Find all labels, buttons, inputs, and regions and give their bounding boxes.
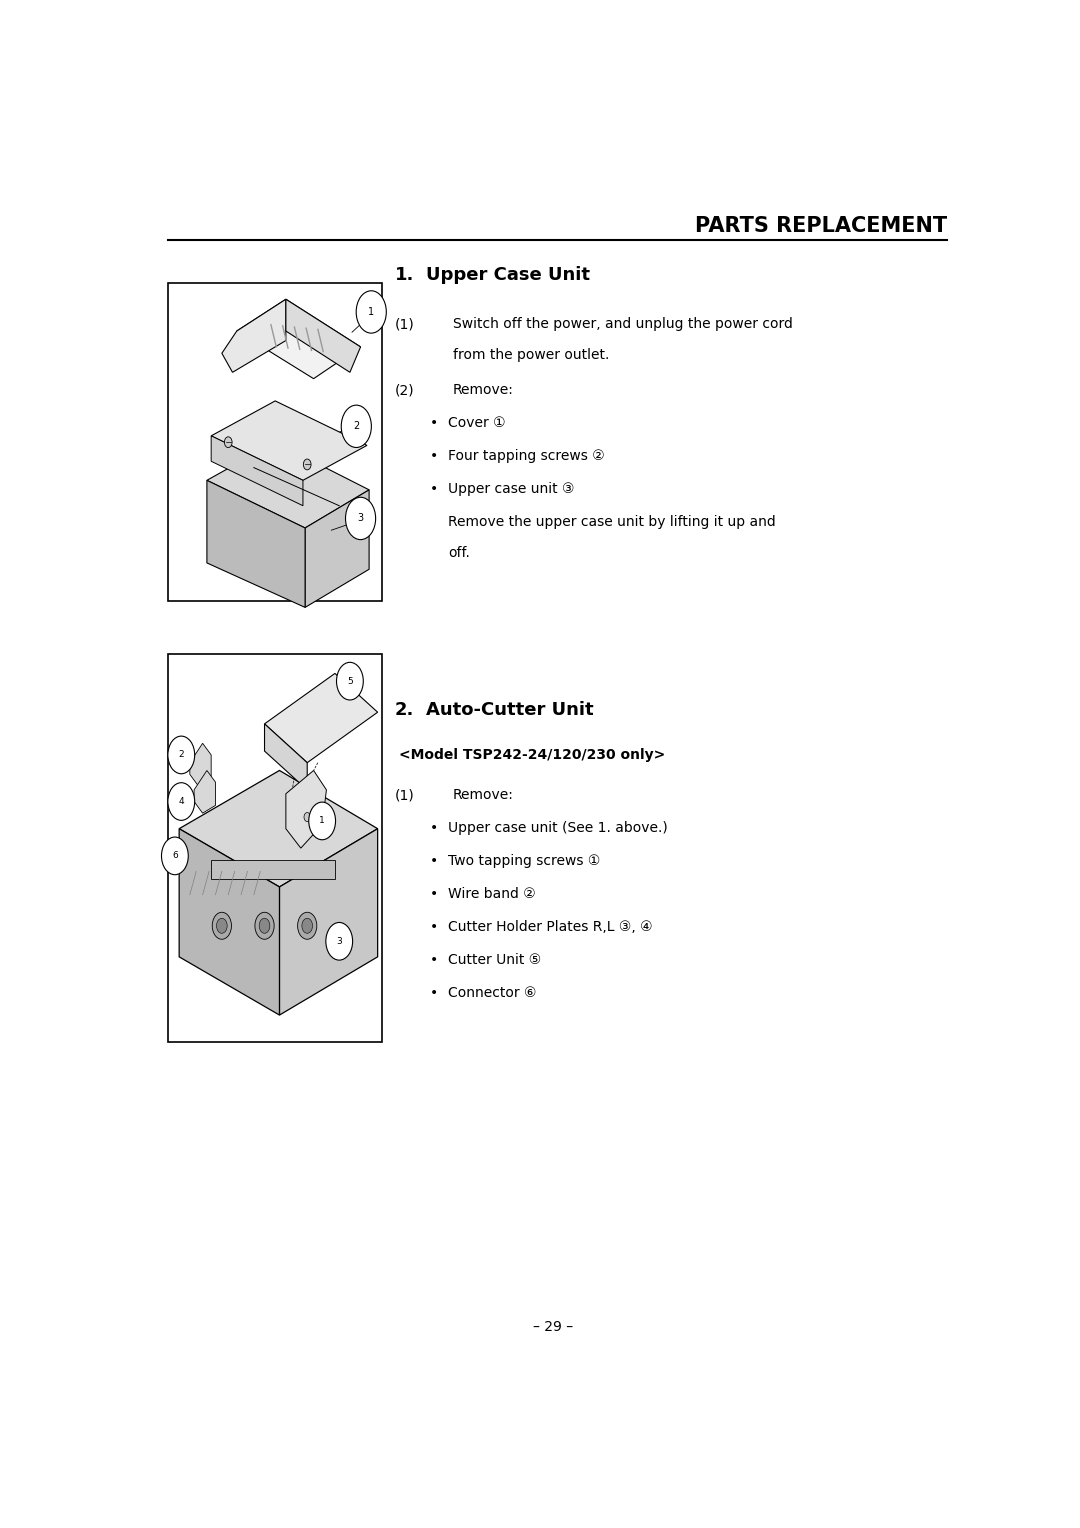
Polygon shape — [207, 480, 305, 608]
Text: Upper case unit ③: Upper case unit ③ — [448, 483, 575, 497]
Circle shape — [255, 912, 274, 940]
Polygon shape — [305, 490, 369, 608]
Text: 1: 1 — [368, 307, 375, 316]
Text: 6: 6 — [172, 851, 178, 860]
Text: Remove the upper case unit by lifting it up and: Remove the upper case unit by lifting it… — [448, 515, 775, 529]
Text: – 29 –: – 29 – — [534, 1320, 573, 1334]
Text: •: • — [430, 416, 437, 431]
Text: PARTS REPLACEMENT: PARTS REPLACEMENT — [694, 217, 947, 237]
Circle shape — [303, 458, 311, 469]
Circle shape — [167, 782, 194, 821]
Text: Cutter Holder Plates R,L ③, ④: Cutter Holder Plates R,L ③, ④ — [448, 920, 652, 934]
Text: Two tapping screws ①: Two tapping screws ① — [448, 854, 600, 868]
Circle shape — [337, 662, 363, 700]
Polygon shape — [221, 299, 286, 373]
Bar — [168, 654, 382, 1042]
Bar — [212, 860, 335, 879]
Polygon shape — [265, 724, 307, 790]
Text: (2): (2) — [394, 384, 414, 397]
Polygon shape — [237, 299, 361, 379]
Circle shape — [341, 405, 372, 448]
Circle shape — [303, 813, 310, 822]
Circle shape — [216, 918, 227, 934]
Polygon shape — [212, 400, 367, 480]
Text: •: • — [430, 953, 437, 967]
Text: from the power outlet.: from the power outlet. — [454, 348, 609, 362]
Circle shape — [326, 923, 352, 960]
Circle shape — [302, 918, 312, 934]
Polygon shape — [207, 442, 369, 529]
Text: (1): (1) — [394, 318, 415, 332]
Polygon shape — [194, 770, 215, 813]
Text: Switch off the power, and unplug the power cord: Switch off the power, and unplug the pow… — [454, 318, 793, 332]
Text: •: • — [430, 886, 437, 902]
Text: •: • — [430, 854, 437, 868]
Circle shape — [356, 290, 387, 333]
Text: <Model TSP242-24/120/230 only>: <Model TSP242-24/120/230 only> — [399, 749, 665, 762]
Text: Wire band ②: Wire band ② — [448, 886, 536, 902]
Circle shape — [162, 837, 188, 874]
Text: Cutter Unit ⑤: Cutter Unit ⑤ — [448, 953, 541, 967]
Circle shape — [346, 497, 376, 539]
Text: 1.: 1. — [394, 266, 414, 284]
Text: •: • — [430, 483, 437, 497]
Text: 4: 4 — [178, 798, 184, 807]
Text: (1): (1) — [394, 788, 415, 802]
Circle shape — [167, 736, 194, 773]
Text: Remove:: Remove: — [454, 384, 514, 397]
Bar — [168, 283, 382, 601]
Circle shape — [309, 802, 336, 840]
Polygon shape — [212, 435, 303, 506]
Text: 2: 2 — [178, 750, 184, 759]
Polygon shape — [190, 743, 212, 785]
Circle shape — [298, 912, 316, 940]
Polygon shape — [265, 674, 378, 762]
Text: Cover ①: Cover ① — [448, 416, 505, 431]
Circle shape — [225, 437, 232, 448]
Text: Remove:: Remove: — [454, 788, 514, 802]
Text: 5: 5 — [347, 677, 353, 686]
Text: 2.: 2. — [394, 701, 414, 720]
Polygon shape — [280, 828, 378, 1015]
Text: •: • — [430, 821, 437, 836]
Text: 3: 3 — [357, 513, 364, 524]
Text: 3: 3 — [336, 937, 342, 946]
Polygon shape — [179, 828, 280, 1015]
Polygon shape — [286, 299, 361, 373]
Text: Connector ⑥: Connector ⑥ — [448, 986, 537, 999]
Polygon shape — [286, 770, 326, 848]
Text: •: • — [430, 449, 437, 463]
Text: 1: 1 — [320, 816, 325, 825]
Text: Upper Case Unit: Upper Case Unit — [427, 266, 591, 284]
Text: Upper case unit (See 1. above.): Upper case unit (See 1. above.) — [448, 821, 667, 836]
Text: •: • — [430, 986, 437, 999]
Polygon shape — [179, 770, 378, 886]
Circle shape — [259, 918, 270, 934]
Circle shape — [213, 912, 231, 940]
Text: 2: 2 — [353, 422, 360, 431]
Text: off.: off. — [448, 545, 470, 559]
Text: Four tapping screws ②: Four tapping screws ② — [448, 449, 605, 463]
Text: •: • — [430, 920, 437, 934]
Text: Auto-Cutter Unit: Auto-Cutter Unit — [427, 701, 594, 720]
